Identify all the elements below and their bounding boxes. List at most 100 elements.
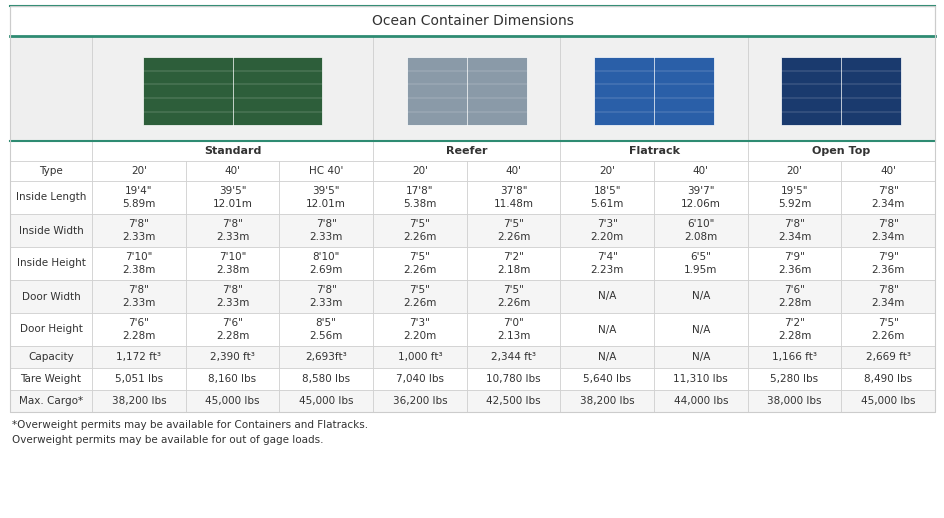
Bar <box>466 280 560 313</box>
Text: 7'2"
2.28m: 7'2" 2.28m <box>777 318 810 341</box>
Text: 36,200 lbs: 36,200 lbs <box>392 396 447 406</box>
Bar <box>10 313 92 346</box>
Bar <box>560 36 747 141</box>
Bar <box>560 181 653 214</box>
Bar <box>840 161 934 181</box>
Bar <box>10 181 92 214</box>
Bar <box>560 214 653 247</box>
Text: 20': 20' <box>412 166 428 176</box>
Text: 18'5"
5.61m: 18'5" 5.61m <box>590 186 623 209</box>
Text: 38,000 lbs: 38,000 lbs <box>767 396 821 406</box>
Text: 19'5"
5.92m: 19'5" 5.92m <box>777 186 810 209</box>
Bar <box>653 390 747 412</box>
Text: 7'3"
2.20m: 7'3" 2.20m <box>403 318 436 341</box>
Text: 37'8"
11.48m: 37'8" 11.48m <box>493 186 533 209</box>
Text: 8,580 lbs: 8,580 lbs <box>302 374 350 384</box>
Bar <box>10 161 92 181</box>
Bar <box>747 247 840 280</box>
Bar <box>840 247 934 280</box>
Bar <box>279 368 373 390</box>
Text: 7'10"
2.38m: 7'10" 2.38m <box>215 252 249 275</box>
Text: 7'8"
2.33m: 7'8" 2.33m <box>215 219 249 242</box>
Text: 7'8"
2.33m: 7'8" 2.33m <box>122 285 156 308</box>
Text: 45,000 lbs: 45,000 lbs <box>298 396 353 406</box>
Text: 6'10"
2.08m: 6'10" 2.08m <box>683 219 716 242</box>
Bar <box>373 368 466 390</box>
Bar <box>840 313 934 346</box>
Bar <box>279 346 373 368</box>
Text: 38,200 lbs: 38,200 lbs <box>111 396 166 406</box>
Bar <box>747 161 840 181</box>
Text: Flatrack: Flatrack <box>628 146 679 156</box>
Bar <box>92 346 185 368</box>
Text: 40': 40' <box>225 166 240 176</box>
Text: Max. Cargo*: Max. Cargo* <box>19 396 83 406</box>
Bar <box>840 390 934 412</box>
Bar <box>373 36 560 141</box>
Text: Door Height: Door Height <box>20 324 82 335</box>
Bar <box>185 247 279 280</box>
Text: 7'5"
2.26m: 7'5" 2.26m <box>870 318 904 341</box>
Bar <box>406 57 526 125</box>
Bar <box>466 247 560 280</box>
Text: 10,780 lbs: 10,780 lbs <box>485 374 540 384</box>
Bar <box>840 181 934 214</box>
Bar <box>466 181 560 214</box>
Bar <box>560 141 747 161</box>
Text: 7'8"
2.34m: 7'8" 2.34m <box>870 285 904 308</box>
Text: 7'6"
2.28m: 7'6" 2.28m <box>215 318 249 341</box>
Bar <box>92 181 185 214</box>
Text: 40': 40' <box>505 166 521 176</box>
Text: Inside Width: Inside Width <box>19 225 83 236</box>
Text: 45,000 lbs: 45,000 lbs <box>205 396 260 406</box>
Text: Reefer: Reefer <box>446 146 487 156</box>
Bar <box>466 313 560 346</box>
Text: 7'8"
2.33m: 7'8" 2.33m <box>215 285 249 308</box>
Text: 7'3"
2.20m: 7'3" 2.20m <box>590 219 623 242</box>
Bar <box>560 313 653 346</box>
Text: Tare Weight: Tare Weight <box>21 374 81 384</box>
Text: 7'5"
2.26m: 7'5" 2.26m <box>403 285 436 308</box>
Bar <box>653 161 747 181</box>
Bar <box>92 214 185 247</box>
Bar <box>747 346 840 368</box>
Bar <box>653 181 747 214</box>
Text: Capacity: Capacity <box>28 352 74 362</box>
Bar <box>560 346 653 368</box>
Text: 1,000 ft³: 1,000 ft³ <box>397 352 442 362</box>
Text: HC 40': HC 40' <box>309 166 343 176</box>
Bar <box>10 141 92 161</box>
Text: 17'8"
5.38m: 17'8" 5.38m <box>403 186 436 209</box>
Text: Type: Type <box>39 166 63 176</box>
Bar <box>92 280 185 313</box>
Text: Ocean Container Dimensions: Ocean Container Dimensions <box>371 14 573 28</box>
Text: 20': 20' <box>785 166 801 176</box>
Bar <box>10 368 92 390</box>
Bar <box>373 346 466 368</box>
Text: 8,490 lbs: 8,490 lbs <box>863 374 911 384</box>
Bar <box>560 161 653 181</box>
Bar <box>653 368 747 390</box>
Bar <box>747 141 934 161</box>
Bar <box>185 313 279 346</box>
Bar <box>185 280 279 313</box>
Text: 20': 20' <box>130 166 146 176</box>
Text: 8'10"
2.69m: 8'10" 2.69m <box>309 252 343 275</box>
Bar <box>373 181 466 214</box>
Bar <box>747 280 840 313</box>
Bar <box>373 247 466 280</box>
Bar <box>373 161 466 181</box>
Bar <box>10 6 934 36</box>
Bar <box>373 141 560 161</box>
Bar <box>840 346 934 368</box>
Text: Overweight permits may be available for out of gage loads.: Overweight permits may be available for … <box>12 435 323 445</box>
Text: 7'6"
2.28m: 7'6" 2.28m <box>122 318 156 341</box>
Bar <box>747 390 840 412</box>
Bar <box>747 368 840 390</box>
Bar <box>92 161 185 181</box>
Bar <box>92 368 185 390</box>
Bar <box>840 280 934 313</box>
Bar <box>185 181 279 214</box>
Text: 39'5"
12.01m: 39'5" 12.01m <box>306 186 346 209</box>
Text: 1,172 ft³: 1,172 ft³ <box>116 352 161 362</box>
